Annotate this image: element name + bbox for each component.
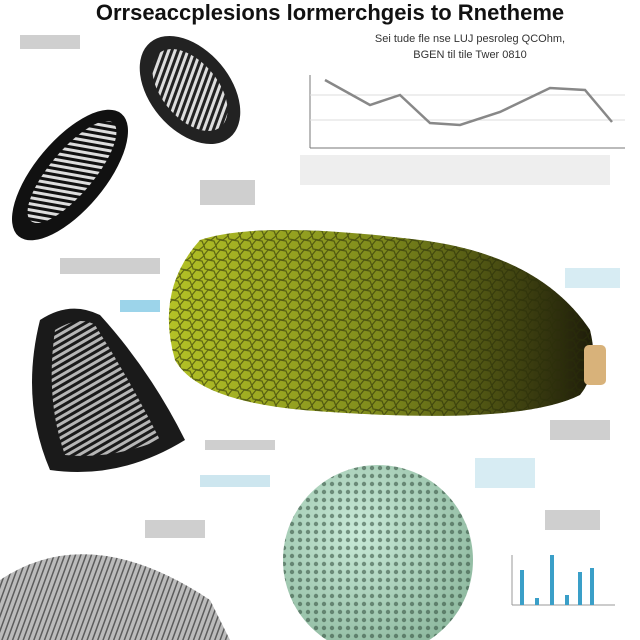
sphere-specimen [283, 465, 473, 640]
fan-specimen [0, 554, 230, 640]
label-blocks [20, 35, 620, 538]
cone-specimen [32, 308, 185, 472]
subtitle: Sei tude fle nse LUJ pesroleg QCOhm, [375, 33, 565, 45]
mini-line-chart [309, 75, 625, 149]
mini-bar-chart [511, 555, 615, 606]
specimen-upper [12, 35, 241, 241]
subtitle: BGEN til tile Twer 0810 [413, 49, 527, 61]
pod-specimen [168, 230, 606, 416]
title: Orrseaccplesions lormerchgeis to Rnethem… [96, 0, 564, 25]
